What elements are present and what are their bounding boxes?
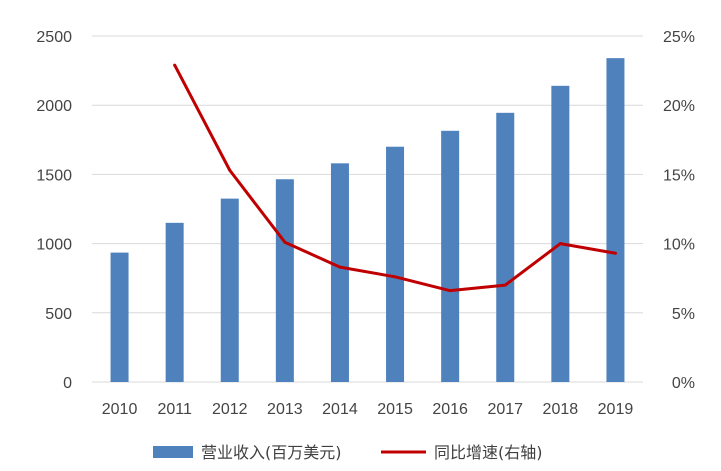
x-tick-label: 2017 [487,401,523,418]
left-axis-ticks: 0 500 1000 1500 2000 2500 [36,29,72,392]
y-right-tick-label: 20% [663,98,695,115]
line-point [283,240,287,244]
bar [275,179,294,382]
y-right-tick-label: 10% [663,237,695,254]
bar [441,130,460,382]
legend-label-line: 同比增速(右轴) [434,443,543,462]
line-point [228,168,232,172]
line-point [393,275,397,279]
legend: 营业收入(百万美元) 同比增速(右轴) [153,443,543,462]
bar [110,252,129,382]
x-tick-label: 2010 [102,401,138,418]
y-left-tick-label: 1000 [36,237,72,254]
bar [220,198,239,382]
y-left-tick-label: 500 [45,306,72,323]
x-tick-label: 2013 [267,401,303,418]
y-left-tick-label: 0 [63,375,72,392]
line-point [338,265,342,269]
line-point [448,289,452,293]
y-left-tick-label: 1500 [36,167,72,184]
bar-series [110,58,625,382]
x-tick-label: 2012 [212,401,248,418]
y-right-tick-label: 15% [663,167,695,184]
y-right-tick-label: 5% [672,306,695,323]
right-axis-ticks: 0% 5% 10% 15% 20% 25% [663,29,695,392]
x-axis-ticks: 2010 2011 2012 2013 2014 2015 2016 2017 2018 2019 [102,401,634,418]
bar [551,85,570,382]
line-series [173,63,617,293]
line-point [558,242,562,246]
x-tick-label: 2011 [157,401,192,418]
y-right-tick-label: 25% [663,29,695,46]
legend-swatch-bar [153,446,193,458]
gridlines [92,35,643,383]
x-tick-label: 2014 [322,401,358,418]
bar [165,222,184,382]
bar [496,112,515,382]
line-point [613,251,617,255]
bar [606,58,625,382]
y-right-tick-label: 0% [672,375,695,392]
bar [330,163,349,382]
y-left-tick-label: 2000 [36,98,72,115]
x-tick-label: 2019 [598,401,634,418]
y-left-tick-label: 2500 [36,29,72,46]
x-tick-label: 2016 [432,401,468,418]
bar [386,146,405,382]
x-tick-label: 2018 [543,401,579,418]
x-tick-label: 2015 [377,401,413,418]
line-point [173,63,177,67]
line-point [503,283,507,287]
legend-label-bar: 营业收入(百万美元) [201,443,342,462]
